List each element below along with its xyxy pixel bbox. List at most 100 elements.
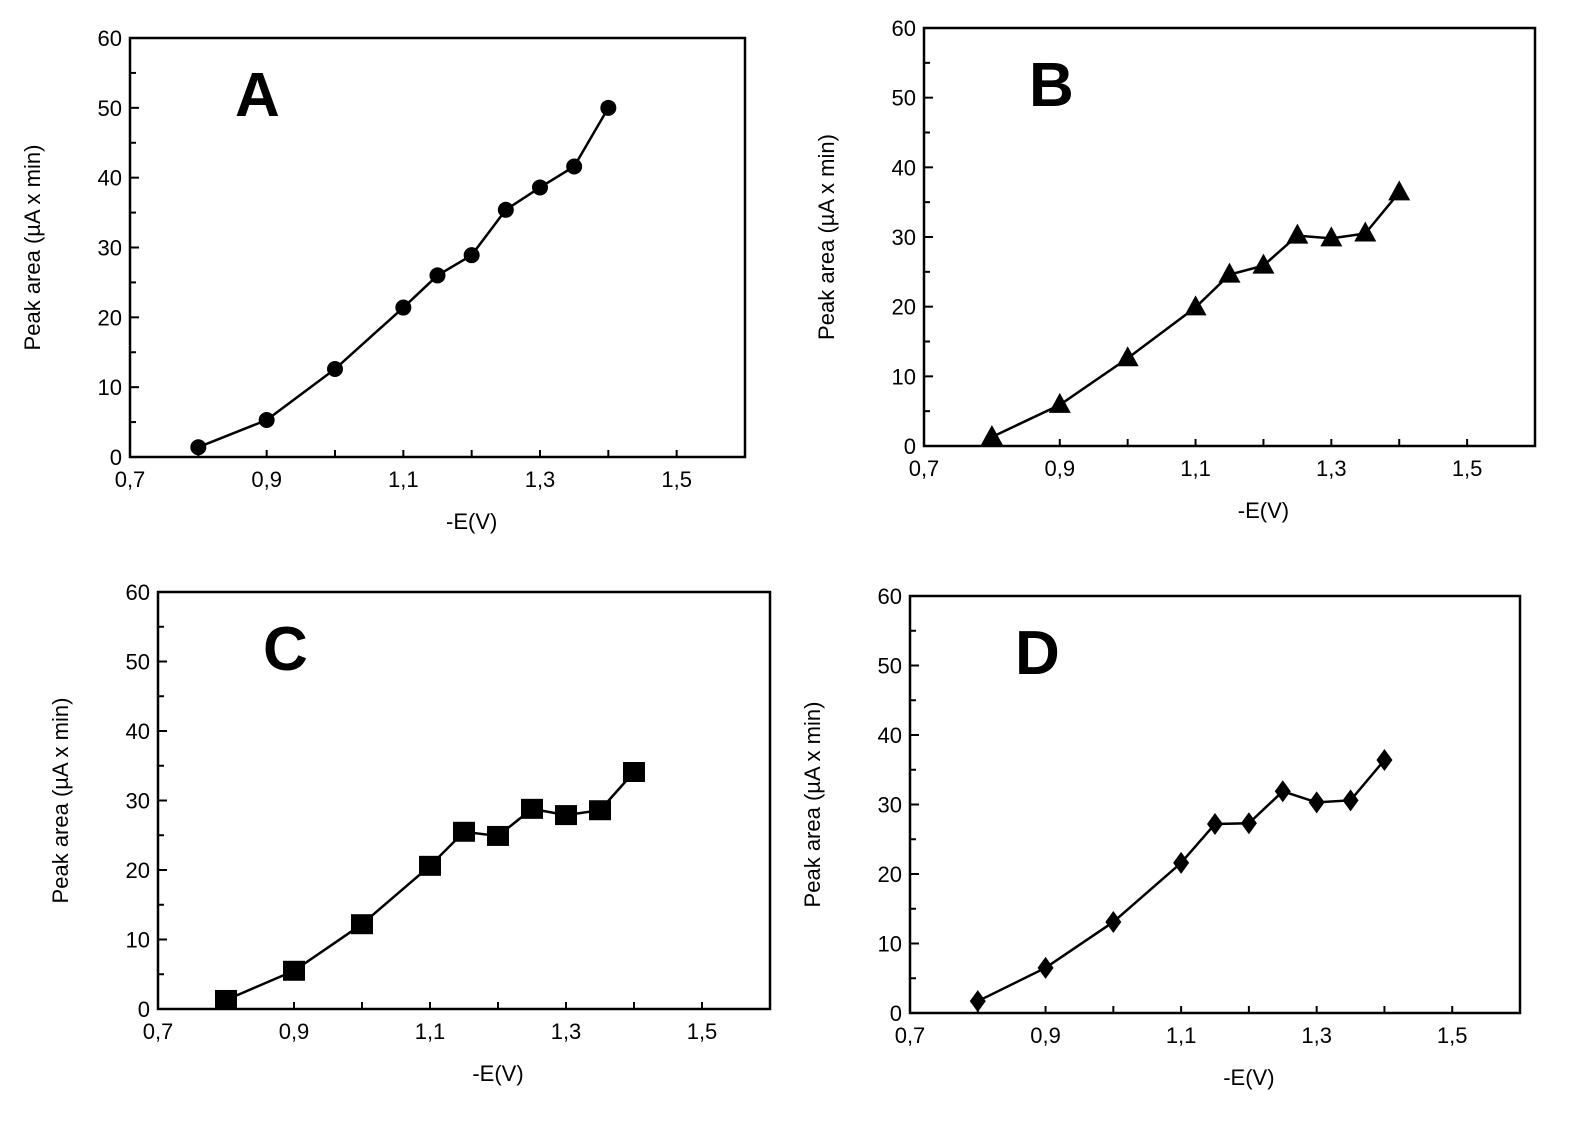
panel-label: D bbox=[1015, 619, 1060, 688]
data-point bbox=[1308, 791, 1325, 814]
data-point bbox=[1354, 221, 1377, 242]
y-tick-label: 40 bbox=[878, 723, 902, 748]
series-line bbox=[225, 771, 635, 1002]
y-tick-label: 20 bbox=[892, 295, 916, 320]
x-tick-label: 1,3 bbox=[1316, 456, 1347, 481]
panel-b: 0,7 0,9 1,1 1,3 1,5 0 10 20 30 40 50 60 -E(V) Peak ar… bbox=[814, 16, 1537, 523]
data-point bbox=[215, 989, 237, 1010]
series-line bbox=[991, 191, 1401, 439]
data-point bbox=[623, 762, 645, 783]
x-tick-label: 0,9 bbox=[1030, 1023, 1061, 1048]
y-tick-label: 0 bbox=[138, 997, 150, 1022]
x-tick-label: 0,7 bbox=[895, 1023, 926, 1048]
data-point bbox=[429, 267, 446, 284]
data-point bbox=[1388, 180, 1411, 201]
panel-d: 0,7 0,9 1,1 1,3 1,5 0 10 20 30 40 50 60 -E(V) Peak ar… bbox=[800, 584, 1522, 1090]
x-tick-label: 1,1 bbox=[388, 467, 419, 492]
data-point bbox=[555, 805, 577, 826]
series-line bbox=[197, 107, 610, 449]
y-tick-label: 10 bbox=[98, 375, 122, 400]
data-point bbox=[566, 158, 583, 175]
y-tick-label: 0 bbox=[890, 1001, 902, 1026]
y-tick-label: 20 bbox=[98, 305, 122, 330]
panel-c: 0,7 0,9 1,1 1,3 1,5 0 10 20 30 40 50 60 -E(V) Peak ar… bbox=[48, 580, 772, 1086]
plot-frame bbox=[156, 590, 772, 1011]
data-point bbox=[258, 411, 275, 428]
y-tick-label: 30 bbox=[892, 225, 916, 250]
x-tick-label: 0,7 bbox=[115, 467, 146, 492]
data-point bbox=[969, 990, 986, 1013]
y-tick-label: 0 bbox=[904, 434, 916, 459]
data-point bbox=[1048, 392, 1071, 413]
data-point bbox=[351, 914, 373, 935]
y-axis-label: Peak area (µA x min) bbox=[48, 698, 73, 904]
y-tick-label: 20 bbox=[878, 862, 902, 887]
y-tick-label: 60 bbox=[126, 580, 150, 605]
y-tick-label: 10 bbox=[878, 932, 902, 957]
data-point bbox=[1218, 262, 1241, 283]
x-tick-label: 1,1 bbox=[1180, 456, 1211, 481]
x-tick-label: 0,7 bbox=[143, 1019, 174, 1044]
data-point bbox=[395, 299, 412, 316]
x-tick-label: 0,9 bbox=[279, 1019, 310, 1044]
y-tick-label: 50 bbox=[892, 86, 916, 111]
data-point bbox=[497, 201, 514, 218]
data-point bbox=[521, 798, 543, 819]
data-point bbox=[600, 99, 617, 116]
x-tick-label: 1,5 bbox=[687, 1019, 718, 1044]
y-tick-label: 40 bbox=[126, 719, 150, 744]
x-tick-label: 1,3 bbox=[1301, 1023, 1332, 1048]
data-point bbox=[1286, 223, 1309, 244]
y-tick-label: 10 bbox=[126, 928, 150, 953]
data-point bbox=[327, 361, 343, 378]
panel-label: C bbox=[263, 615, 308, 684]
x-tick-label: 1,1 bbox=[415, 1019, 446, 1044]
x-axis-label: -E(V) bbox=[446, 509, 497, 534]
y-tick-label: 60 bbox=[98, 26, 122, 51]
x-tick-label: 1,5 bbox=[1452, 456, 1483, 481]
data-point bbox=[1376, 749, 1393, 772]
x-axis-label: -E(V) bbox=[472, 1061, 523, 1086]
y-axis-label: Peak area (µA x min) bbox=[20, 145, 45, 351]
data-point bbox=[1173, 851, 1190, 874]
y-tick-label: 10 bbox=[892, 364, 916, 389]
panel-a: 0,7 0,9 1,1 1,3 1,5 0 10 20 30 40 50 60 -E(V) Peak ar… bbox=[20, 26, 747, 534]
data-point bbox=[980, 424, 1003, 445]
data-point bbox=[1116, 346, 1139, 367]
data-point bbox=[1252, 253, 1275, 274]
y-tick-label: 30 bbox=[878, 793, 902, 818]
series-line bbox=[977, 759, 1386, 1003]
plot-frame bbox=[128, 36, 747, 459]
y-tick-label: 30 bbox=[126, 789, 150, 814]
y-axis-label: Peak area (µA x min) bbox=[800, 702, 825, 908]
data-point bbox=[190, 439, 207, 456]
data-point bbox=[419, 855, 441, 876]
data-point bbox=[532, 179, 548, 196]
data-point bbox=[1320, 226, 1343, 247]
y-tick-label: 40 bbox=[892, 155, 916, 180]
y-tick-label: 20 bbox=[126, 858, 150, 883]
x-tick-label: 0,9 bbox=[1044, 456, 1075, 481]
data-point bbox=[1037, 956, 1054, 979]
y-tick-label: 50 bbox=[126, 650, 150, 675]
x-tick-label: 1,1 bbox=[1166, 1023, 1197, 1048]
data-point bbox=[1184, 295, 1207, 316]
data-point bbox=[487, 825, 509, 846]
y-tick-label: 60 bbox=[878, 584, 902, 609]
y-tick-label: 50 bbox=[878, 654, 902, 679]
data-point bbox=[453, 821, 475, 842]
panel-label: A bbox=[235, 61, 280, 130]
y-tick-label: 30 bbox=[98, 236, 122, 261]
x-tick-label: 1,5 bbox=[1437, 1023, 1468, 1048]
data-point bbox=[1342, 789, 1359, 812]
data-point bbox=[283, 960, 305, 981]
x-axis-label: -E(V) bbox=[1223, 1065, 1274, 1090]
y-tick-label: 40 bbox=[98, 166, 122, 191]
y-tick-label: 50 bbox=[98, 96, 122, 121]
plot-frame bbox=[908, 594, 1522, 1015]
panel-label: B bbox=[1029, 51, 1074, 120]
x-tick-label: 0,9 bbox=[251, 467, 282, 492]
data-point bbox=[1207, 812, 1223, 835]
data-point bbox=[589, 800, 611, 821]
